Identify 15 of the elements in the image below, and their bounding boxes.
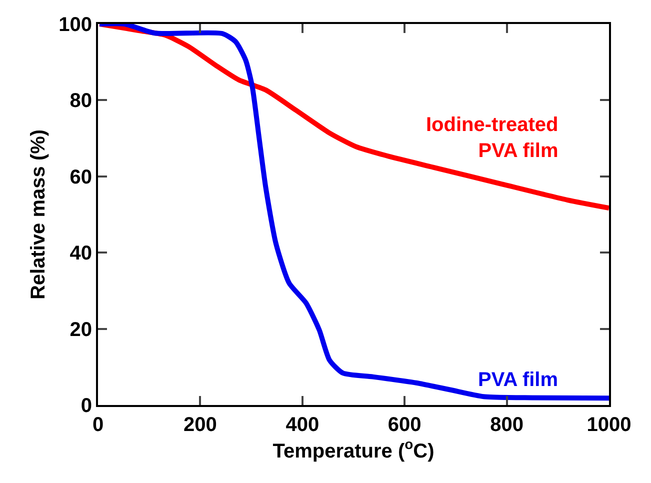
x-tick-label: 1000 <box>586 414 632 436</box>
y-tick-label: 80 <box>70 90 92 112</box>
y-tick-label: 0 <box>80 395 92 417</box>
x-tick-label: 200 <box>184 414 217 436</box>
y-tick-label: 60 <box>70 166 92 188</box>
x-tick-label: 600 <box>388 414 422 436</box>
x-tick-label: 800 <box>490 414 524 436</box>
y-axis-title: Relative mass (%) <box>28 129 50 300</box>
series-label: Iodine-treated PVA film <box>426 114 558 162</box>
y-tick-label: 100 <box>58 14 92 36</box>
x-tick-label: 400 <box>286 414 320 436</box>
x-axis-title: Temperature ($^{o}$C) <box>272 436 434 462</box>
y-tick-label: 40 <box>70 242 92 265</box>
series-label: PVA film <box>478 369 558 391</box>
y-tick-label: 20 <box>70 318 92 341</box>
